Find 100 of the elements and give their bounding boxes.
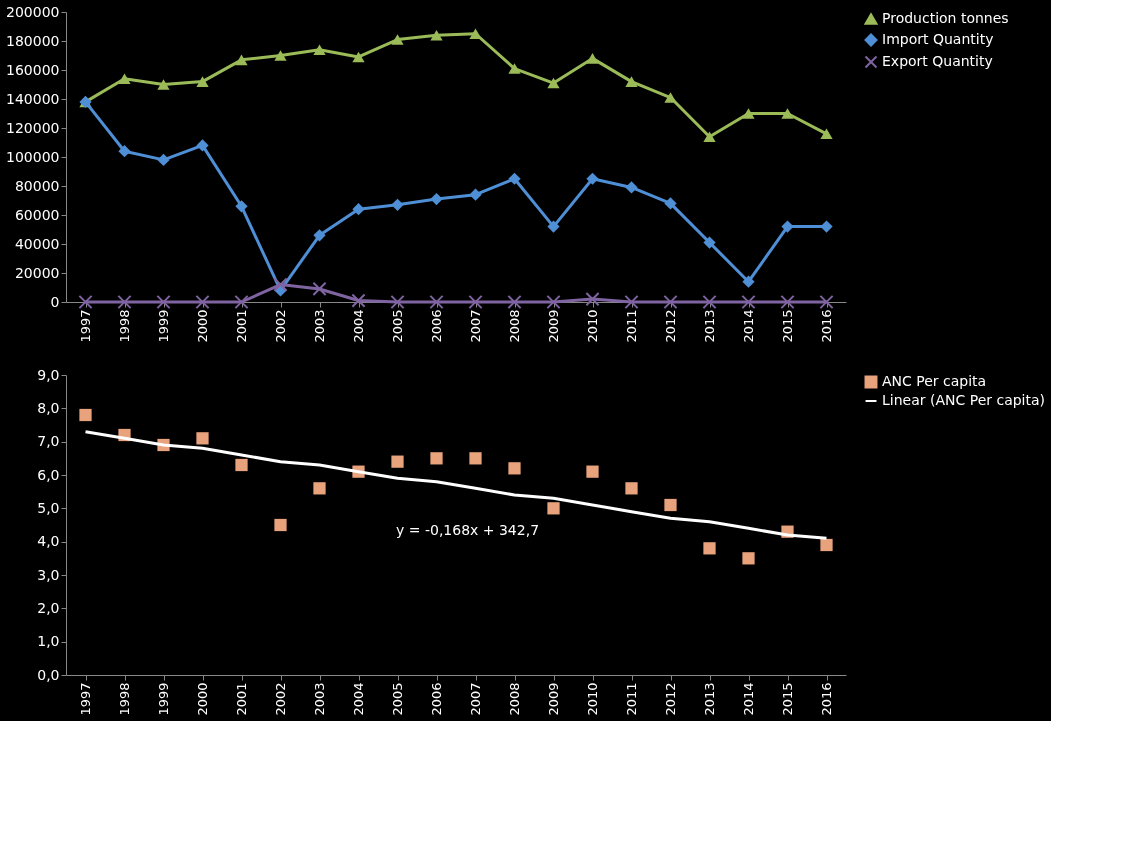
x-tick-label: 2009 (546, 309, 561, 343)
x-tick-label: 2011 (624, 309, 639, 343)
point (351, 293, 366, 308)
x-tick-label: 2016 (819, 682, 834, 716)
point (352, 203, 365, 216)
x-tick-label: 2004 (351, 309, 366, 343)
point (508, 462, 521, 475)
y-tick-label: 120000 (6, 119, 60, 136)
y-tick-label: 7,0 (37, 433, 60, 450)
x-tick-label: 2009 (546, 682, 561, 716)
x-tick-label: 1998 (117, 682, 132, 716)
y-tick-label: 20000 (14, 264, 60, 281)
point (274, 518, 287, 532)
point (546, 294, 561, 310)
x-tick-label: 1998 (117, 309, 132, 343)
point (234, 294, 249, 310)
x-tick-label: 2008 (507, 682, 522, 716)
y-tick-label: 8,0 (37, 399, 60, 416)
x-tick-label: 2011 (624, 682, 639, 716)
point (586, 465, 599, 478)
x-tick-label: 2002 (273, 682, 288, 716)
annotation: y = -0,168x + 342,7 (396, 522, 540, 538)
x-tick-label: 2015 (780, 309, 795, 343)
point (664, 498, 677, 512)
x-tick-label: 2007 (468, 682, 483, 716)
y-tick-label: 40000 (14, 235, 60, 252)
point (196, 432, 209, 445)
point (469, 452, 482, 465)
point (273, 277, 288, 292)
x-tick-label: 2012 (663, 309, 678, 343)
legend-label: Import Quantity (882, 31, 994, 47)
point (702, 294, 717, 310)
point (468, 294, 483, 310)
point (586, 172, 599, 185)
y-tick-label: 6,0 (37, 466, 60, 483)
x-tick-label: 1999 (156, 309, 171, 343)
y-tick-label: 9,0 (37, 366, 60, 383)
y-tick-label: 160000 (6, 61, 60, 78)
x-tick-label: 2003 (312, 309, 327, 343)
x-tick-label: 2002 (273, 309, 288, 343)
point (547, 502, 560, 515)
x-tick-label: 2015 (780, 682, 795, 716)
point (429, 294, 444, 310)
point (508, 172, 521, 185)
point (742, 552, 755, 565)
x-tick-label: 2001 (234, 309, 249, 343)
point (780, 294, 795, 310)
x-tick-label: 2005 (390, 682, 405, 716)
x-tick-label: 2006 (429, 309, 444, 343)
y-tick-label: 2,0 (37, 599, 60, 616)
x-tick-label: 2014 (741, 309, 756, 343)
point (624, 294, 639, 310)
x-tick-label: 2010 (585, 309, 600, 343)
point (79, 408, 92, 422)
y-tick-label: 180000 (6, 32, 60, 49)
y-tick-label: 0,0 (37, 666, 60, 683)
x-tick-label: 2013 (702, 682, 717, 716)
x-tick-label: 2016 (819, 309, 834, 343)
x-tick-label: 1997 (78, 309, 93, 343)
x-tick-label: 2000 (195, 682, 210, 716)
legend-label: Linear (ANC Per capita) (882, 392, 1046, 408)
y-tick-label: 5,0 (37, 499, 60, 516)
x-tick-label: 2000 (195, 309, 210, 343)
x-tick-label: 2008 (507, 309, 522, 343)
point (585, 291, 600, 307)
point (820, 538, 833, 552)
legend-label: ANC Per capita (882, 373, 987, 389)
x-tick-label: 2005 (390, 309, 405, 343)
x-tick-label: 2001 (234, 682, 249, 716)
y-tick-label: 80000 (14, 177, 60, 194)
point (430, 452, 443, 465)
x-tick-label: 2010 (585, 682, 600, 716)
y-tick-label: 60000 (14, 206, 60, 223)
point (313, 482, 326, 495)
point (235, 458, 248, 472)
point (78, 294, 93, 310)
point (507, 294, 522, 310)
y-tick-label: 200000 (6, 3, 60, 20)
x-tick-label: 2004 (351, 682, 366, 716)
point (430, 192, 443, 206)
y-tick-label: 140000 (6, 90, 60, 107)
point (625, 482, 638, 495)
x-tick-label: 2007 (468, 309, 483, 343)
x-tick-label: 2003 (312, 682, 327, 716)
point (195, 294, 210, 310)
y-tick-label: 100000 (6, 148, 60, 165)
point (312, 281, 327, 297)
point (391, 455, 404, 468)
y-tick-label: 1,0 (37, 633, 60, 650)
y-tick-label: 4,0 (37, 533, 60, 550)
point (819, 294, 834, 310)
point (663, 294, 678, 310)
point (703, 542, 716, 555)
point (156, 294, 171, 310)
point (117, 294, 132, 310)
legend-label: Production tonnes (882, 10, 1009, 26)
x-tick-label: 2013 (702, 309, 717, 343)
point (118, 145, 131, 158)
x-tick-label: 1997 (78, 682, 93, 716)
x-tick-label: 1999 (156, 682, 171, 716)
